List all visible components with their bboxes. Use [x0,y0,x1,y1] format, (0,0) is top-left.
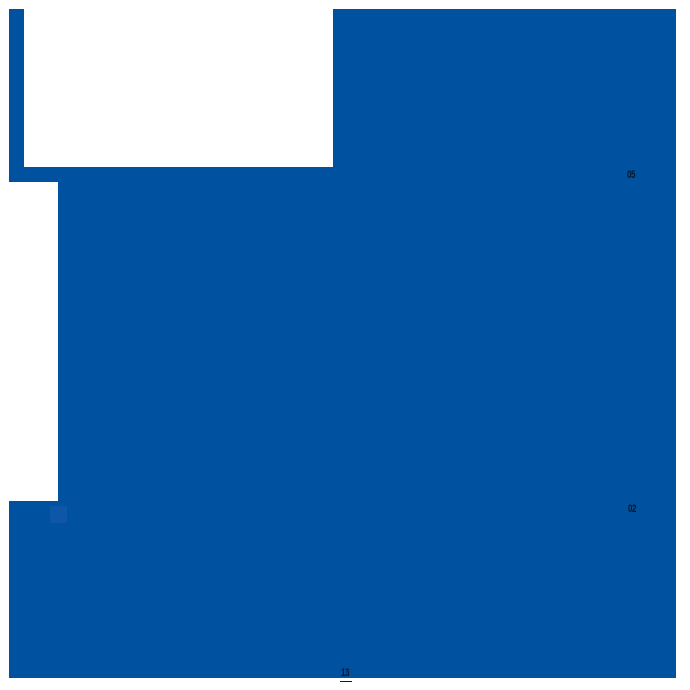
micro-label-underline [340,681,352,682]
header-cutout[interactable] [24,9,333,167]
accent-marker[interactable] [50,506,67,523]
micro-label-right-upper: 05 [627,169,636,181]
sidebar-cutout[interactable] [9,182,58,501]
micro-label-bottom-center: 13 [341,667,350,679]
micro-label-right-lower: 02 [628,503,637,515]
